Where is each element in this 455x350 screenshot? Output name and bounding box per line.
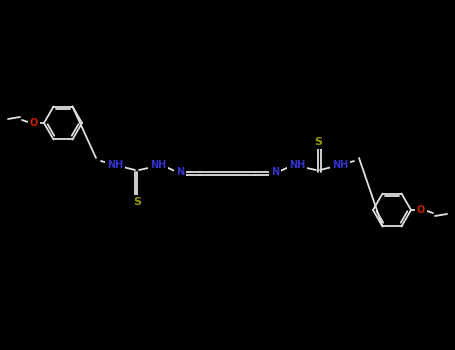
Text: O: O — [30, 118, 38, 128]
Text: NH: NH — [289, 160, 305, 170]
Text: S: S — [133, 197, 141, 207]
Text: NH: NH — [332, 160, 348, 170]
Text: NH: NH — [150, 160, 166, 170]
Text: O: O — [417, 205, 425, 215]
Text: NH: NH — [107, 160, 123, 170]
Text: N: N — [176, 167, 184, 177]
Text: N: N — [271, 167, 279, 177]
Text: S: S — [314, 137, 322, 147]
